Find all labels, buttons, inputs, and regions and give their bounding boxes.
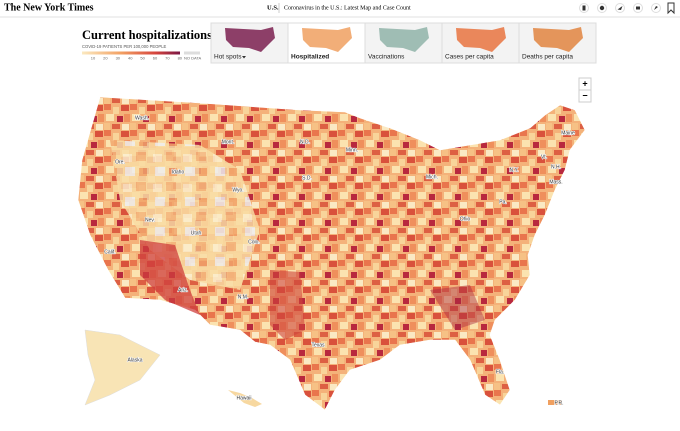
legend-tick: 40 bbox=[128, 56, 133, 61]
state-label: P.R. bbox=[554, 400, 563, 406]
state-label: S.D. bbox=[302, 175, 312, 181]
legend-tick: 60 bbox=[153, 56, 158, 61]
legend-tick: 10 bbox=[91, 56, 96, 61]
state-label: N.Y. bbox=[509, 167, 518, 173]
state-label: Ohio bbox=[460, 216, 471, 222]
region-nm[interactable] bbox=[270, 270, 305, 340]
color-ramp bbox=[82, 51, 180, 55]
hawaii[interactable] bbox=[228, 390, 262, 407]
state-label: Pa. bbox=[499, 199, 507, 205]
region-west[interactable] bbox=[110, 140, 260, 290]
state-label: Vt. bbox=[541, 154, 547, 160]
zoom-in[interactable]: + bbox=[582, 78, 587, 88]
state-label: Hawaii bbox=[236, 395, 251, 401]
legend-subtitle: COVID-19 PATIENTS PER 100,000 PEOPLE bbox=[82, 44, 167, 49]
state-label: Ariz. bbox=[178, 287, 188, 293]
state-label: Ore. bbox=[115, 159, 125, 165]
tab-thumbnail bbox=[302, 27, 352, 52]
state-label: Minn. bbox=[346, 147, 358, 153]
state-label: Maine bbox=[561, 130, 575, 136]
state-label: Mont. bbox=[222, 139, 235, 145]
no-data-swatch bbox=[184, 51, 200, 55]
state-label: N.H. bbox=[551, 164, 561, 170]
tab-thumbnail bbox=[379, 27, 429, 52]
share-icons[interactable] bbox=[579, 2, 675, 15]
state-label: Fla. bbox=[496, 369, 504, 375]
state-label: Nev. bbox=[145, 217, 155, 223]
legend-tick: 70 bbox=[165, 56, 170, 61]
tab-thumbnail bbox=[533, 27, 583, 52]
state-label: Mass. bbox=[549, 179, 562, 185]
state-label: N.D. bbox=[300, 139, 310, 145]
tab-thumbnail bbox=[225, 27, 275, 52]
state-label: Texas bbox=[311, 342, 325, 348]
section[interactable]: U.S. bbox=[267, 4, 279, 11]
tab-thumbnail bbox=[456, 27, 506, 52]
zoom-out[interactable]: − bbox=[582, 90, 587, 100]
state-label: N.M. bbox=[238, 294, 249, 300]
tab-label[interactable]: Hot spots bbox=[214, 54, 242, 61]
legend-tick: 30 bbox=[116, 56, 121, 61]
state-label: Wash. bbox=[135, 115, 149, 121]
region-southeast[interactable] bbox=[430, 285, 485, 330]
tab-label[interactable]: Hospitalized bbox=[291, 54, 329, 61]
legend-title: Current hospitalizations bbox=[82, 28, 212, 42]
legend-tick: 80 bbox=[178, 56, 183, 61]
dropdown-caret bbox=[242, 56, 246, 59]
state-label: Mich. bbox=[426, 174, 438, 180]
state-label: Idaho bbox=[172, 169, 185, 175]
map[interactable] bbox=[77, 96, 586, 411]
legend-tick: 20 bbox=[103, 56, 108, 61]
headline: Coronavirus in the U.S.: Latest Map and … bbox=[284, 5, 411, 11]
puerto-rico[interactable] bbox=[548, 400, 562, 405]
tab-label[interactable]: Cases per capita bbox=[445, 54, 494, 61]
state-label: Utah bbox=[191, 230, 202, 236]
legend-tick: 50 bbox=[140, 56, 145, 61]
alaska[interactable] bbox=[84, 329, 161, 406]
state-label: Wyo. bbox=[232, 187, 243, 193]
no-data-label: NO DATA bbox=[184, 56, 202, 61]
state-label: Colo. bbox=[248, 239, 260, 245]
logo[interactable]: The New York Times bbox=[4, 2, 94, 13]
region-arizona[interactable] bbox=[140, 240, 200, 315]
state-label: Alaska bbox=[127, 357, 142, 363]
tab-label[interactable]: Vaccinations bbox=[368, 54, 405, 61]
tab-label[interactable]: Deaths per capita bbox=[522, 54, 573, 61]
state-label: Calif. bbox=[104, 249, 115, 255]
